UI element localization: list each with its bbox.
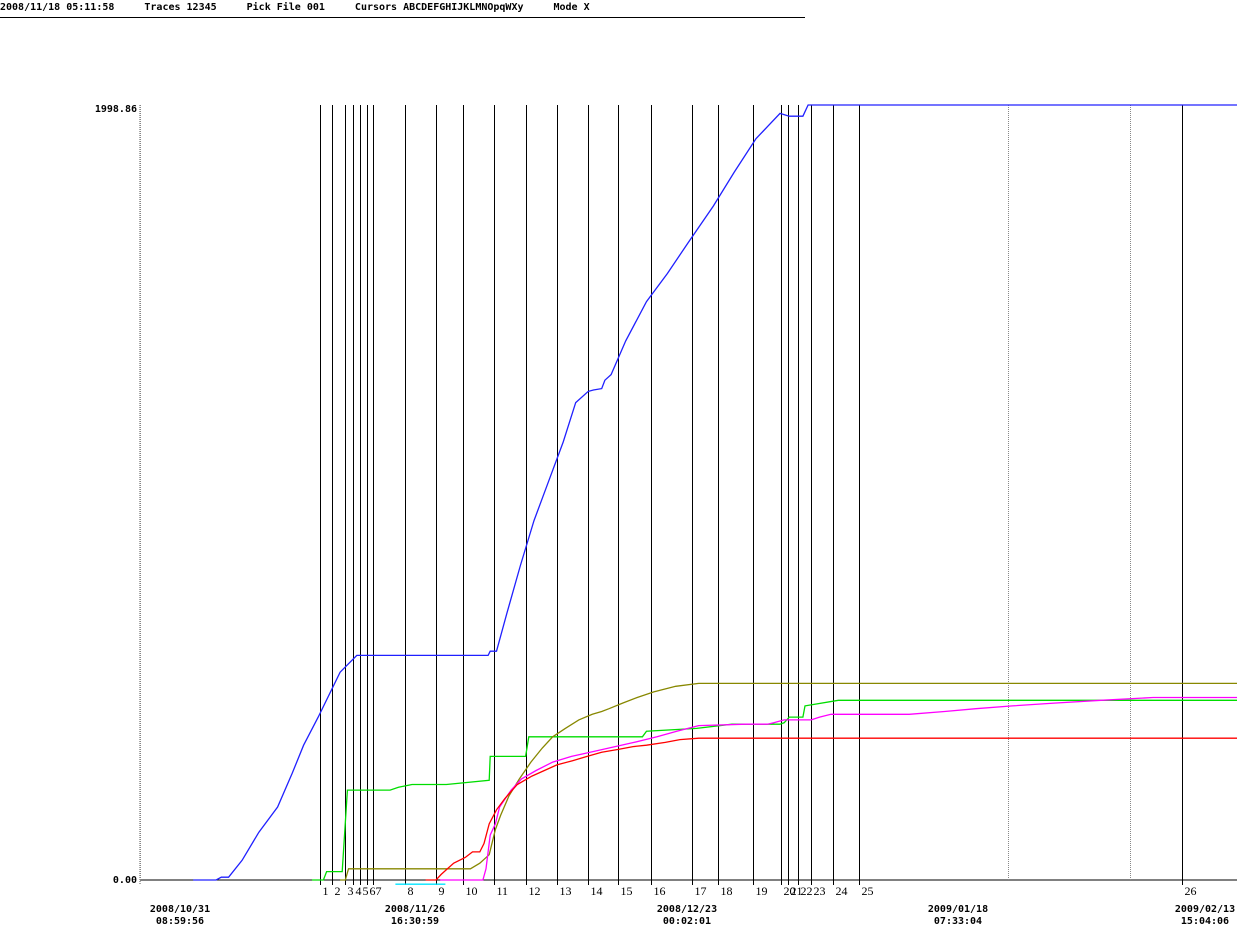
cursor-label: 4 — [356, 884, 362, 898]
cursor-label: 6 — [370, 884, 376, 898]
status-header: 2008/11/18 05:11:58 Traces 12345 Pick File… — [0, 2, 620, 18]
y-tick-label-max: 1998.86 — [95, 104, 137, 115]
cursor-label: 18 — [721, 884, 733, 898]
cursor-layer — [140, 105, 1183, 885]
header-cursors: Cursors ABCDEFGHIJKLMNOpqWXy — [354, 2, 524, 13]
cursor-label: 7 — [376, 884, 382, 898]
cursor-label: 22 — [801, 884, 813, 898]
y-tick-label-min: 0.00 — [113, 875, 137, 886]
x-tick-date: 2008/11/26 — [385, 904, 445, 915]
cursor-label: 20 — [784, 884, 796, 898]
cursor-label: 21 — [791, 884, 803, 898]
cursor-label: 10 — [466, 884, 478, 898]
header-mode: Mode X — [553, 2, 590, 13]
cursor-label: 17 — [695, 884, 707, 898]
header-pick-file: Pick File 001 — [246, 2, 325, 13]
cursor-label: 11 — [497, 884, 509, 898]
cursor-label: 12 — [529, 884, 541, 898]
cursor-label: 13 — [560, 884, 572, 898]
cursor-label: 26 — [1185, 884, 1197, 898]
cursor-label: 14 — [591, 884, 603, 898]
header-rule — [0, 17, 805, 18]
cursor-label: 19 — [756, 884, 768, 898]
header-timestamp: 2008/11/18 05:11:58 — [0, 2, 115, 13]
cursor-label: 25 — [862, 884, 874, 898]
x-tick-time: 00:02:01 — [663, 916, 711, 927]
series-line — [312, 699, 1237, 881]
x-tick-date: 2008/12/23 — [657, 904, 717, 915]
cursor-label: 2 — [335, 884, 341, 898]
x-tick-date: 2009/01/18 — [928, 904, 988, 915]
cursor-label: 24 — [836, 884, 848, 898]
cursor-label: 5 — [363, 884, 369, 898]
x-tick-date: 2009/02/13 — [1175, 904, 1235, 915]
cursor-label: 8 — [408, 884, 414, 898]
x-tick-date: 2008/10/31 — [150, 904, 210, 915]
cursor-label: 1 — [323, 884, 329, 898]
series-line — [440, 696, 1237, 881]
axes-layer — [139, 105, 1237, 884]
cursor-label: 15 — [621, 884, 633, 898]
series-line — [340, 682, 1237, 881]
x-tick-time: 15:04:06 — [1181, 916, 1229, 927]
cursor-label: 9 — [439, 884, 445, 898]
series-line — [425, 737, 1237, 881]
x-tick-time: 16:30:59 — [391, 916, 439, 927]
series-layer — [193, 104, 1237, 885]
cursor-label: 3 — [348, 884, 354, 898]
cursor-label: 16 — [654, 884, 666, 898]
cursor-label: 23 — [814, 884, 826, 898]
header-traces: Traces 12345 — [144, 2, 217, 13]
series-line — [193, 104, 1237, 881]
x-tick-time: 08:59:56 — [156, 916, 204, 927]
label-layer: 1998.860.001 2 3 4 5 6 7 8 9 10 11 12 13 14 15 16 17 18 19… — [95, 104, 1235, 927]
x-tick-time: 07:33:04 — [934, 916, 982, 927]
